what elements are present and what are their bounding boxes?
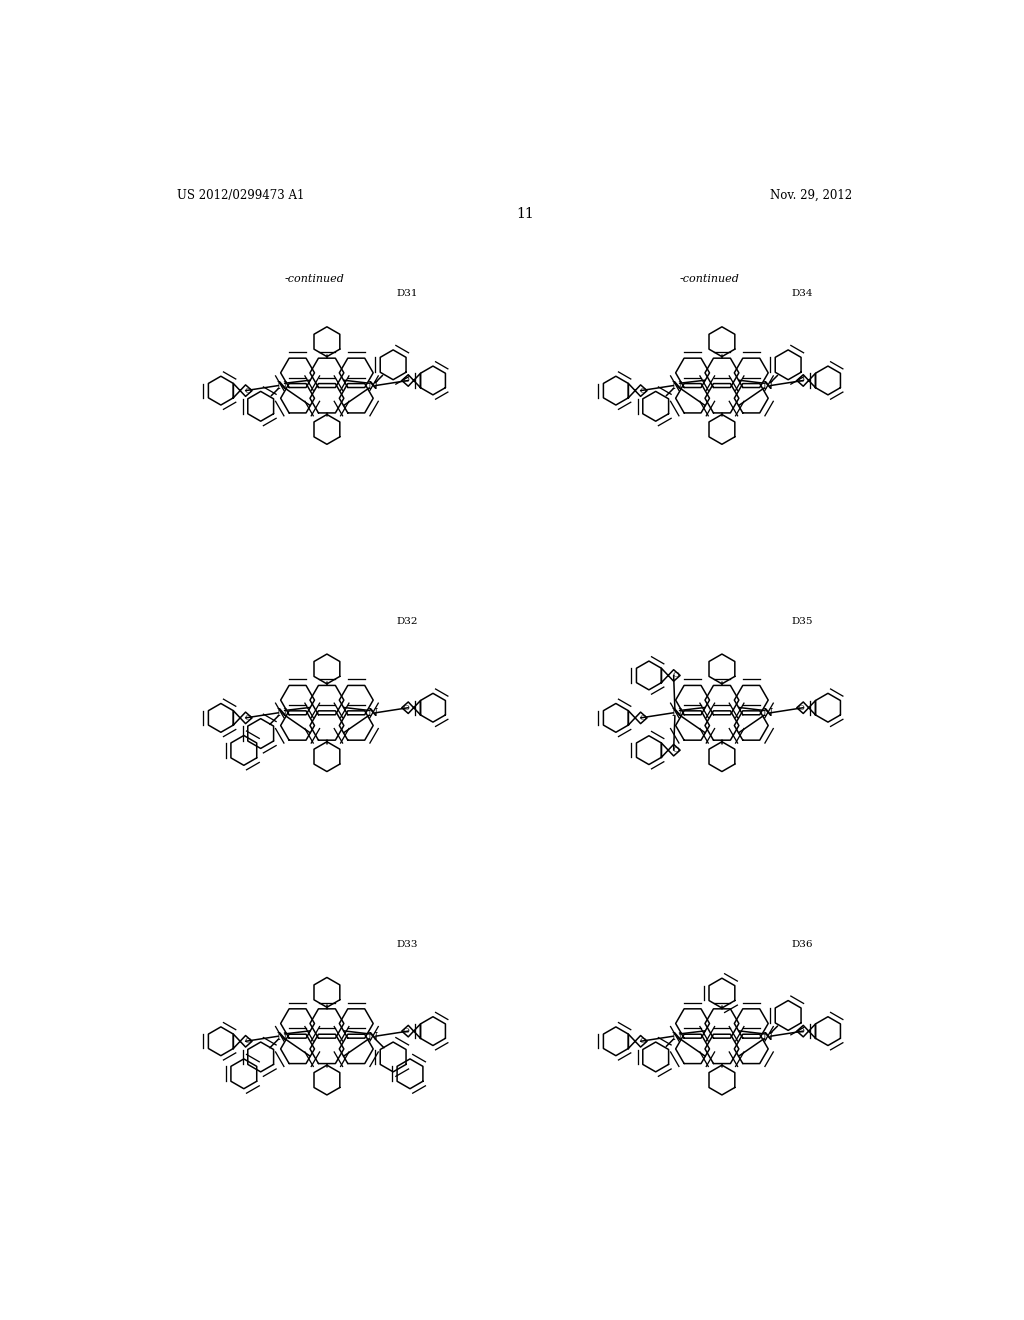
Text: D35: D35 bbox=[792, 616, 813, 626]
Text: O: O bbox=[639, 387, 646, 395]
Text: -continued: -continued bbox=[680, 275, 739, 284]
Text: O: O bbox=[245, 1038, 251, 1045]
Text: N: N bbox=[368, 380, 378, 391]
Text: O: O bbox=[798, 1027, 805, 1035]
Text: D32: D32 bbox=[396, 616, 418, 626]
Text: N: N bbox=[276, 1031, 287, 1041]
Text: D34: D34 bbox=[792, 289, 813, 298]
Text: N: N bbox=[672, 708, 682, 718]
Text: O: O bbox=[639, 1038, 646, 1045]
Text: Nov. 29, 2012: Nov. 29, 2012 bbox=[770, 189, 852, 202]
Text: N: N bbox=[276, 708, 287, 718]
Text: O: O bbox=[402, 376, 410, 384]
Text: D31: D31 bbox=[396, 289, 418, 298]
Text: O: O bbox=[798, 376, 805, 384]
Text: O: O bbox=[673, 746, 679, 754]
Text: N: N bbox=[762, 380, 772, 391]
Text: N: N bbox=[368, 708, 378, 718]
Text: N: N bbox=[762, 708, 772, 718]
Text: O: O bbox=[673, 672, 679, 680]
Text: N: N bbox=[368, 1031, 378, 1041]
Text: O: O bbox=[245, 387, 251, 395]
Text: US 2012/0299473 A1: US 2012/0299473 A1 bbox=[177, 189, 304, 202]
Text: N: N bbox=[672, 1031, 682, 1041]
Text: N: N bbox=[672, 380, 682, 391]
Text: O: O bbox=[798, 704, 805, 711]
Text: N: N bbox=[276, 380, 287, 391]
Text: O: O bbox=[402, 704, 410, 711]
Text: O: O bbox=[245, 714, 251, 722]
Text: -continued: -continued bbox=[285, 275, 344, 284]
Text: D33: D33 bbox=[396, 940, 418, 949]
Text: 11: 11 bbox=[516, 207, 534, 220]
Text: N: N bbox=[762, 1031, 772, 1041]
Text: D36: D36 bbox=[792, 940, 813, 949]
Text: O: O bbox=[639, 714, 646, 722]
Text: O: O bbox=[402, 1027, 410, 1035]
